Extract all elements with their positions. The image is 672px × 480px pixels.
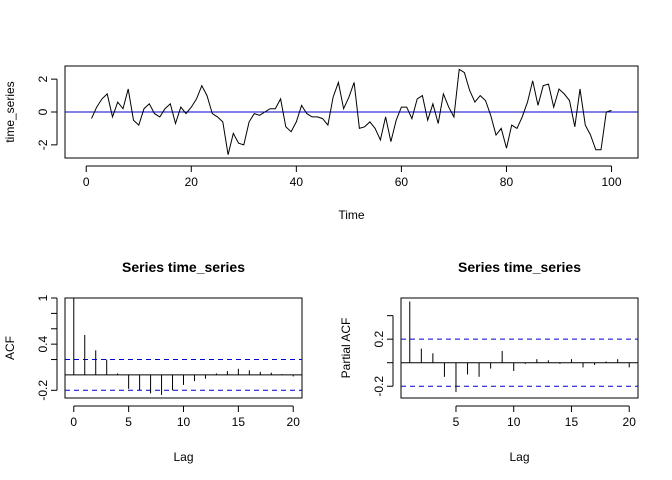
x-axis-title: Lag bbox=[509, 450, 529, 464]
x-tick-label: 5 bbox=[125, 415, 132, 429]
y-axis-title: ACF bbox=[3, 336, 17, 360]
series-line bbox=[91, 68, 612, 155]
x-tick-label: 0 bbox=[70, 415, 77, 429]
x-tick-label: 5 bbox=[453, 415, 460, 429]
time-series-panel: 0 20 40 60 80 100 -2 0 2 Time time_series bbox=[3, 65, 639, 222]
x-tick-label: 0 bbox=[83, 175, 90, 189]
chart-title: Series time_series bbox=[458, 259, 581, 275]
x-tick-label: 10 bbox=[507, 415, 521, 429]
x-tick-label: 60 bbox=[395, 175, 409, 189]
pacf-panel: Series time_series 5 10 15 20 -0.2 0.2 Lag Parti… bbox=[339, 259, 639, 464]
x-tick-label: 15 bbox=[565, 415, 579, 429]
y-tick-label: 2 bbox=[36, 75, 50, 82]
y-tick-label: -0.2 bbox=[36, 380, 50, 401]
x-axis-title: Lag bbox=[173, 450, 193, 464]
chart-title: Series time_series bbox=[122, 259, 245, 275]
x-tick-label: 20 bbox=[185, 175, 199, 189]
y-tick-label: -0.2 bbox=[372, 376, 386, 397]
x-tick-label: 20 bbox=[287, 415, 301, 429]
x-tick-label: 10 bbox=[177, 415, 191, 429]
x-tick-label: 20 bbox=[623, 415, 637, 429]
y-tick-label: 0.2 bbox=[372, 331, 386, 348]
x-tick-label: 15 bbox=[232, 415, 246, 429]
y-tick-label: 0.4 bbox=[36, 335, 50, 352]
x-axis-title: Time bbox=[338, 208, 365, 222]
y-tick-label: 1 bbox=[36, 294, 50, 301]
x-tick-label: 40 bbox=[290, 175, 304, 189]
acf-panel: Series time_series 0 5 10 15 20 -0.2 0.4 1 Lag ACF bbox=[3, 259, 303, 464]
y-tick-label: -2 bbox=[36, 139, 50, 150]
y-tick-label: 0 bbox=[36, 108, 50, 115]
x-tick-label: 100 bbox=[602, 175, 622, 189]
plot-frame bbox=[64, 297, 303, 399]
y-axis-title: time_series bbox=[3, 81, 17, 142]
y-axis-title: Partial ACF bbox=[339, 318, 353, 379]
x-tick-label: 80 bbox=[500, 175, 514, 189]
plot-frame bbox=[400, 297, 639, 399]
